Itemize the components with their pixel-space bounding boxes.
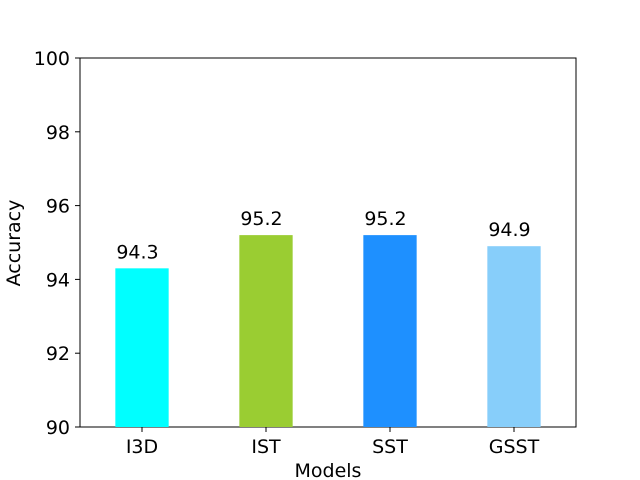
x-axis-label: Models [295,460,362,480]
data-label-ist: 95.2 [240,208,282,230]
y-ticks-layer: 90 92 94 96 98 100 [34,48,80,439]
x-tick-label-sst: SST [372,436,408,458]
y-tick-label: 96 [46,196,70,218]
x-tick-label-ist: IST [251,436,281,458]
y-tick-label: 92 [46,343,70,365]
x-ticks-layer: I3D IST SST GSST [126,427,540,458]
bar-ist [239,235,293,427]
plot-area-frame [79,57,577,428]
x-tick-label-i3d: I3D [126,436,158,458]
bar-sst [363,235,417,427]
x-tick-label-gsst: GSST [489,436,540,458]
y-axis-label: Accuracy [3,200,25,287]
y-tick-label: 90 [46,417,70,439]
y-tick-label: 98 [46,122,70,144]
data-label-gsst: 94.9 [488,219,530,241]
y-tick-label: 94 [46,269,70,291]
bar-i3d [115,268,169,427]
y-tick-label: 100 [34,48,70,70]
data-label-sst: 95.2 [364,208,406,230]
bar-gsst [487,246,541,427]
bars-layer [115,235,541,427]
data-label-i3d: 94.3 [116,241,158,263]
data-labels-layer: 94.3 95.2 95.2 94.9 [116,208,530,263]
